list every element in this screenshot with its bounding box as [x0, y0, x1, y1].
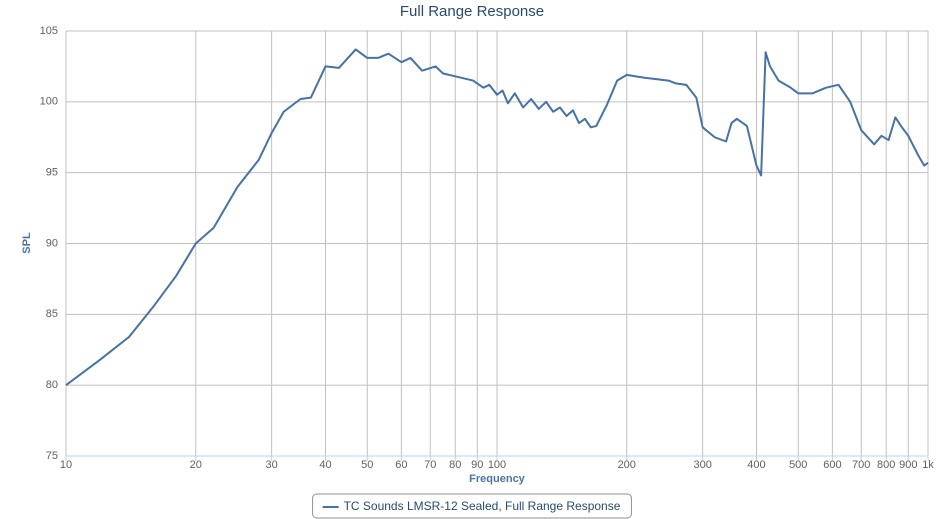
- chart-title: Full Range Response: [400, 3, 544, 20]
- x-tick-label: 400: [747, 459, 765, 471]
- x-tick-label: 500: [789, 459, 807, 471]
- x-tick-label: 1k: [922, 459, 934, 471]
- y-tick-label: 95: [46, 167, 58, 179]
- x-tick-label: 800: [877, 459, 895, 471]
- x-tick-label: 50: [361, 459, 373, 471]
- x-tick-label: 300: [693, 459, 711, 471]
- y-tick-label: 85: [46, 308, 58, 320]
- x-tick-label: 20: [190, 459, 202, 471]
- x-tick-label: 70: [424, 459, 436, 471]
- x-tick-label: 10: [60, 459, 72, 471]
- x-tick-label: 600: [823, 459, 841, 471]
- x-tick-label: 60: [395, 459, 407, 471]
- data-line: [65, 48, 929, 386]
- x-tick-label: 100: [488, 459, 506, 471]
- x-tick-label: 200: [618, 459, 636, 471]
- x-tick-label: 90: [471, 459, 483, 471]
- y-tick-label: 105: [40, 25, 58, 37]
- x-axis-title: Frequency: [469, 473, 526, 485]
- legend-box: [312, 493, 632, 519]
- legend-label: TC Sounds LMSR-12 Sealed, Full Range Res…: [344, 499, 621, 513]
- y-axis-title: SPL: [21, 232, 33, 254]
- legend: TC Sounds LMSR-12 Sealed, Full Range Res…: [312, 493, 632, 519]
- y-tick-label: 90: [46, 237, 58, 249]
- y-tick-label: 100: [40, 96, 58, 108]
- x-tick-label: 700: [852, 459, 870, 471]
- x-tick-label: 40: [319, 459, 331, 471]
- y-tick-label: 80: [46, 379, 58, 391]
- y-tick-label: 75: [46, 450, 58, 462]
- x-tick-label: 30: [266, 459, 278, 471]
- x-tick-label: 900: [899, 459, 917, 471]
- x-tick-label: 80: [449, 459, 461, 471]
